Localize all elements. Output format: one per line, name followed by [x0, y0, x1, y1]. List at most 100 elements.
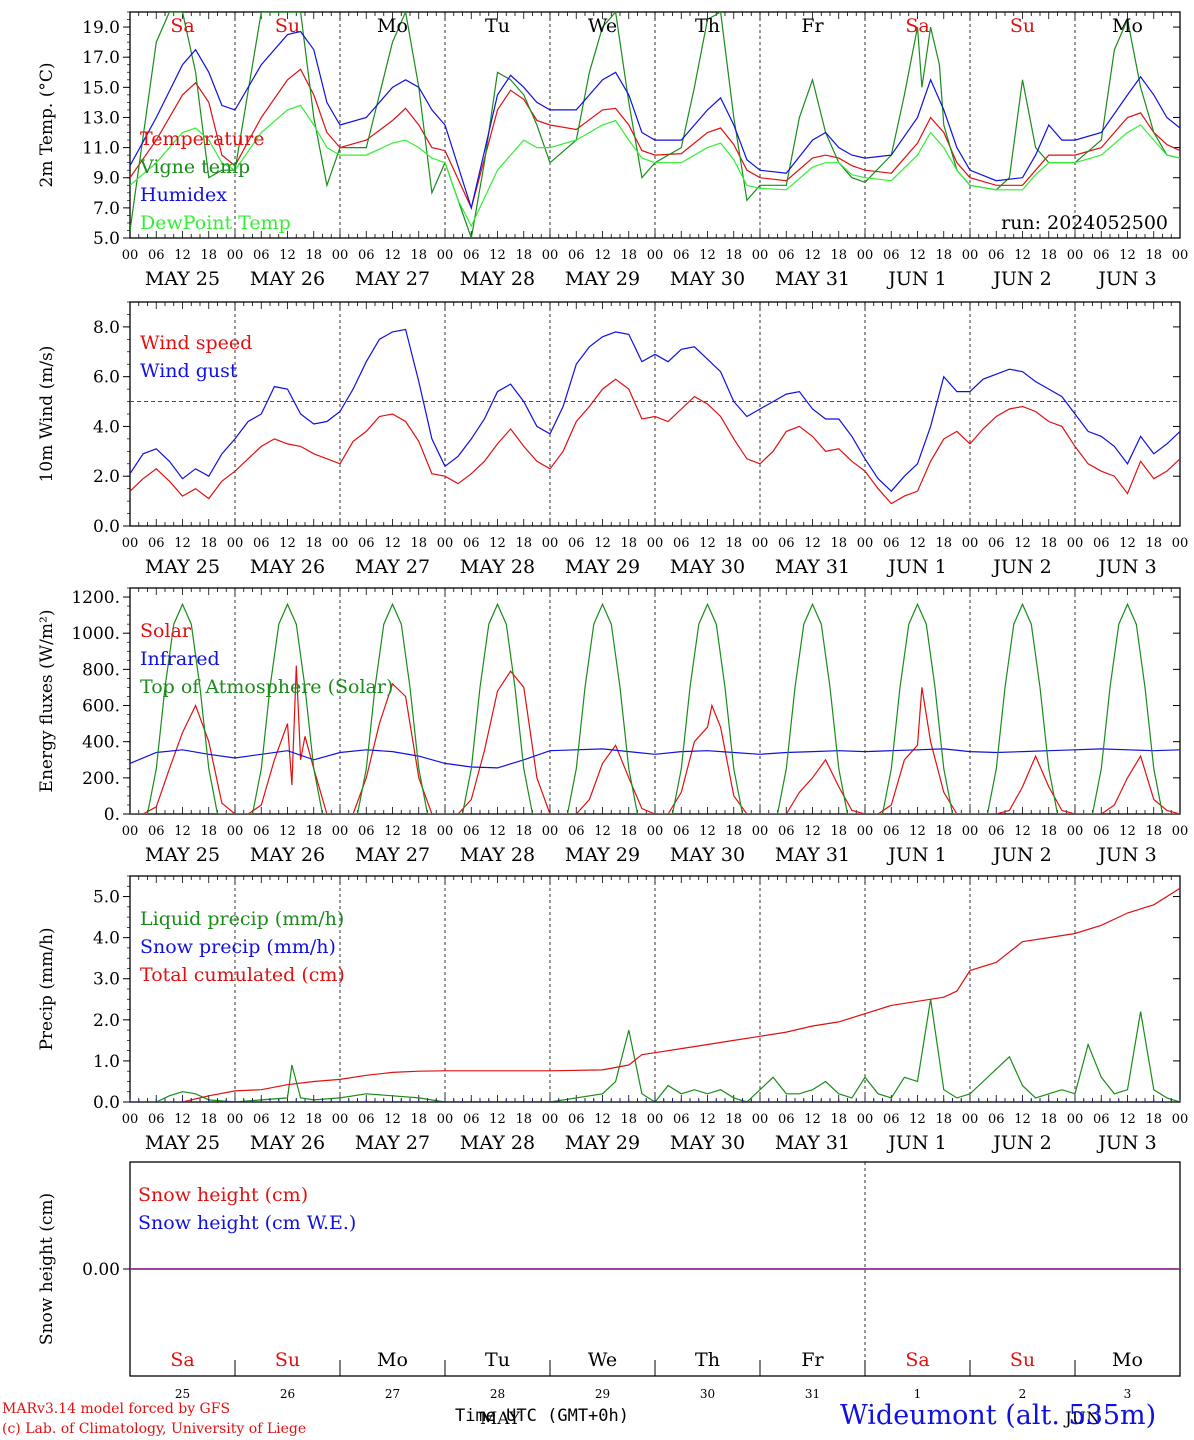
- day-name-label: Mo: [377, 15, 408, 37]
- hour-tick-label: 00: [227, 824, 244, 839]
- hour-tick-label: 12: [909, 1112, 926, 1127]
- day-name-label: Su: [275, 15, 300, 37]
- date-label: MAY 27: [355, 268, 430, 290]
- y-tick-label: 4.0: [93, 929, 120, 949]
- hour-tick-label: 18: [515, 1112, 532, 1127]
- hour-tick-label: 00: [647, 824, 664, 839]
- hour-tick-label: 00: [122, 536, 139, 551]
- hour-tick-label: 18: [725, 1112, 742, 1127]
- date-label: MAY 29: [565, 1132, 640, 1154]
- hour-tick-label: 06: [253, 248, 270, 263]
- hour-tick-label: 12: [174, 824, 191, 839]
- hour-tick-label: 06: [148, 536, 165, 551]
- date-label: MAY 27: [355, 556, 430, 578]
- date-label: JUN 1: [886, 844, 946, 866]
- hour-tick-label: 12: [279, 824, 296, 839]
- hour-tick-label: 00: [1172, 248, 1189, 263]
- hour-tick-label: 12: [489, 824, 506, 839]
- y-tick-label: 400.: [82, 733, 120, 753]
- hour-tick-label: 12: [594, 536, 611, 551]
- hour-tick-label: 06: [148, 248, 165, 263]
- hour-tick-label: 12: [1014, 824, 1031, 839]
- hour-tick-label: 18: [305, 1112, 322, 1127]
- hour-tick-label: 00: [857, 824, 874, 839]
- y-tick-label: 0.0: [93, 1093, 120, 1113]
- hour-tick-label: 00: [962, 248, 979, 263]
- hour-tick-label: 18: [305, 248, 322, 263]
- hour-tick-label: 18: [725, 824, 742, 839]
- date-label: MAY 28: [460, 268, 535, 290]
- hour-tick-label: 00: [1172, 824, 1189, 839]
- day-name-label: Sa: [905, 1349, 929, 1371]
- month-label-jun: JUN: [1063, 1409, 1101, 1429]
- hour-tick-label: 12: [909, 248, 926, 263]
- hour-tick-label: 06: [673, 536, 690, 551]
- hour-tick-label: 00: [437, 1112, 454, 1127]
- hour-tick-label: 12: [594, 824, 611, 839]
- hour-tick-label: 00: [857, 248, 874, 263]
- day-number-label: 29: [595, 1387, 610, 1401]
- day-number-label: 26: [280, 1387, 295, 1401]
- y-tick-label: 13.0: [82, 108, 120, 128]
- hour-tick-label: 18: [200, 248, 217, 263]
- date-label: JUN 2: [991, 268, 1051, 290]
- date-label: JUN 2: [991, 844, 1051, 866]
- hour-tick-label: 12: [1014, 1112, 1031, 1127]
- hour-tick-label: 06: [148, 824, 165, 839]
- hour-tick-label: 18: [935, 536, 952, 551]
- day-name-label: Mo: [377, 1349, 408, 1371]
- y-axis-label: Energy fluxes (W/m²): [37, 610, 57, 793]
- hour-tick-label: 18: [200, 1112, 217, 1127]
- legend-entry: DewPoint Temp: [140, 212, 291, 234]
- date-label: MAY 26: [250, 844, 325, 866]
- hour-tick-label: 06: [358, 248, 375, 263]
- hour-tick-label: 00: [962, 536, 979, 551]
- legend-entry: Temperature: [140, 128, 264, 150]
- hour-tick-label: 12: [489, 248, 506, 263]
- hour-tick-label: 18: [515, 248, 532, 263]
- hour-tick-label: 00: [752, 536, 769, 551]
- hour-tick-label: 12: [804, 248, 821, 263]
- hour-tick-label: 06: [1093, 1112, 1110, 1127]
- y-tick-label: 5.0: [93, 888, 120, 908]
- legend-entry: Snow precip (mm/h): [140, 936, 336, 958]
- hour-tick-label: 12: [384, 824, 401, 839]
- y-tick-label: 6.0: [93, 368, 120, 388]
- series-line-vigne-temp: [130, 12, 1180, 238]
- y-tick-label: 4.0: [93, 417, 120, 437]
- series-line-dewpoint-temp: [130, 104, 1180, 228]
- hour-tick-label: 12: [804, 824, 821, 839]
- hour-tick-label: 12: [174, 536, 191, 551]
- hour-tick-label: 00: [752, 824, 769, 839]
- day-number-label: 30: [700, 1387, 715, 1401]
- hour-tick-label: 00: [647, 248, 664, 263]
- hour-tick-label: 12: [279, 248, 296, 263]
- hour-tick-label: 06: [148, 1112, 165, 1127]
- hour-tick-label: 06: [568, 248, 585, 263]
- day-name-label: We: [588, 15, 617, 37]
- y-tick-label: 0.00: [82, 1260, 120, 1280]
- legend-entry: Vigne temp: [139, 156, 250, 178]
- y-axis-label: Precip (mm/h): [37, 927, 57, 1050]
- date-label: JUN 3: [1096, 844, 1156, 866]
- hour-tick-label: 00: [857, 1112, 874, 1127]
- panel-frame: [129, 301, 1181, 527]
- series-line-top-of-atmosphere-solar-: [130, 602, 1180, 814]
- date-label: MAY 31: [775, 1132, 850, 1154]
- hour-tick-label: 00: [437, 536, 454, 551]
- day-name-label: Mo: [1112, 15, 1143, 37]
- day-name-label: Tu: [485, 15, 510, 37]
- hour-tick-label: 12: [279, 1112, 296, 1127]
- hour-tick-label: 00: [647, 536, 664, 551]
- y-tick-label: 15.0: [82, 78, 120, 98]
- date-label: MAY 26: [250, 268, 325, 290]
- y-tick-label: 600.: [82, 697, 120, 717]
- day-name-label: We: [588, 1349, 617, 1371]
- legend-entry: Wind speed: [140, 332, 252, 354]
- hour-tick-label: 00: [962, 824, 979, 839]
- day-number-label: 25: [175, 1387, 190, 1401]
- hour-tick-label: 18: [620, 536, 637, 551]
- hour-tick-label: 00: [857, 536, 874, 551]
- hour-tick-label: 18: [1145, 824, 1162, 839]
